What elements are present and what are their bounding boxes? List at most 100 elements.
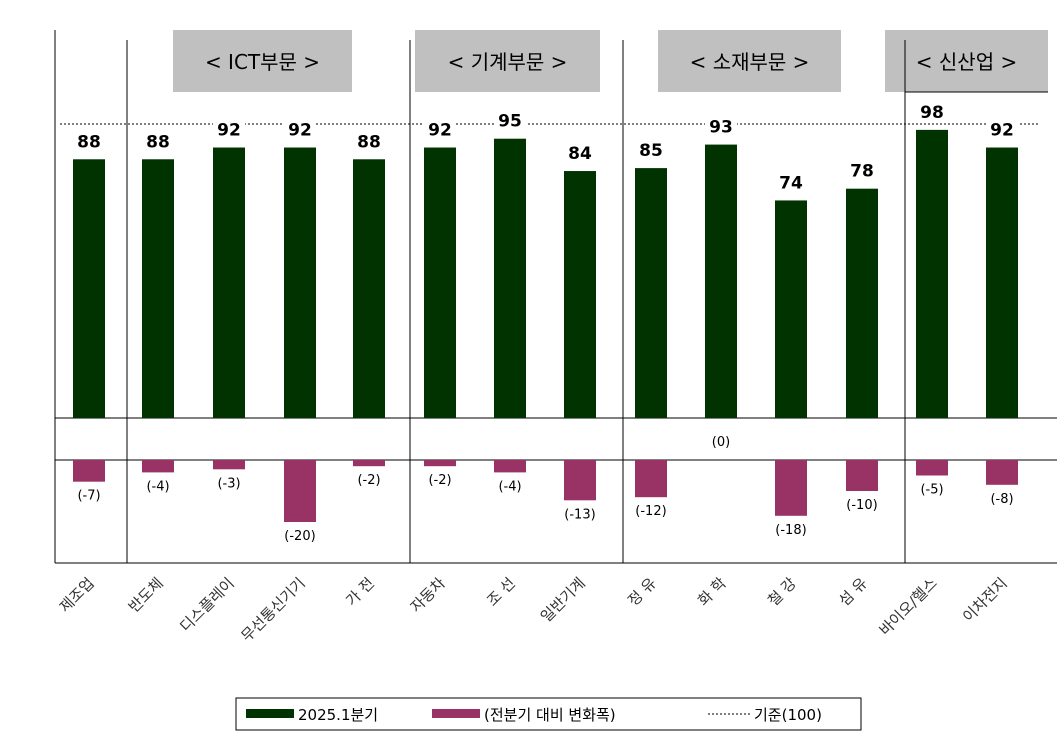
change-label: (-8) [990, 492, 1013, 507]
change-label: (-2) [357, 473, 380, 488]
change-label: (0) [712, 435, 730, 450]
bar-change [916, 460, 948, 476]
bar-2025-q1 [142, 159, 174, 418]
change-label: (-5) [920, 483, 943, 498]
value-label: 98 [920, 103, 944, 123]
bar-2025-q1 [284, 147, 316, 418]
value-label-bg [846, 160, 878, 181]
bar-change [846, 460, 878, 491]
category-label: 일반기계 [537, 574, 589, 626]
value-label-bg [564, 143, 596, 164]
category-label: 섬 유 [835, 574, 871, 610]
bars [73, 129, 1018, 522]
category-label: 정 유 [624, 574, 660, 610]
change-label: (-12) [635, 504, 666, 519]
value-label: 92 [217, 121, 241, 141]
bar-change [564, 460, 596, 501]
category-label: 바이오/헬스 [876, 574, 941, 639]
change-label: (-13) [564, 507, 595, 522]
bar-2025-q1 [494, 138, 526, 418]
bar-change [775, 460, 807, 516]
sector-header-label: < 소재부문 > [690, 50, 810, 74]
category-label: 철 강 [764, 574, 800, 610]
bar-2025-q1 [213, 147, 245, 418]
bar-2025-q1 [986, 147, 1018, 418]
category-label: 조 선 [483, 574, 519, 610]
legend-box [235, 697, 862, 731]
value-label: 93 [709, 118, 733, 138]
bar-2025-q1 [775, 200, 807, 418]
sector-headers: < ICT부문 > < 기계부문 > < 소재부문 > < 신산업 > [173, 30, 1048, 92]
plot-frame [54, 30, 1057, 564]
value-label: 92 [990, 121, 1014, 141]
sector-header-box [658, 30, 841, 92]
sector-header-label: < ICT부문 > [205, 50, 320, 74]
bar-change [424, 460, 456, 467]
legend-label-reference: 기준(100) [754, 706, 822, 724]
value-label: 85 [639, 141, 663, 161]
value-label: 88 [357, 132, 381, 152]
change-label: (-10) [846, 498, 877, 513]
value-label: 95 [498, 112, 522, 132]
value-label: 78 [850, 162, 874, 182]
change-label: (-4) [146, 479, 169, 494]
value-label-bg [986, 119, 1018, 140]
category-label: 반도체 [125, 574, 167, 616]
category-labels: 제조업 반도체 디스플레이 무선통신기기 가 전 자동차 조 선 일반기계 정 유 화 학 철 강 섬… [56, 574, 1011, 645]
legend-swatch-change [432, 709, 480, 718]
bar-2025-q1 [916, 129, 948, 418]
legend-label-2025: 2025.1분기 [298, 706, 378, 724]
value-label-bg [353, 131, 385, 152]
bar-2025-q1 [846, 188, 878, 418]
category-label: 무선통신기기 [238, 574, 309, 645]
bar-change [142, 460, 174, 473]
bar-change [494, 460, 526, 473]
value-label-bg [635, 140, 667, 161]
bar-change [284, 460, 316, 522]
bar-2025-q1 [353, 159, 385, 418]
change-label: (-3) [217, 476, 240, 491]
sector-header-label: < 기계부문 > [448, 50, 568, 74]
value-label-bg [213, 119, 245, 140]
value-label-bg [424, 119, 456, 140]
bar-change [73, 460, 105, 482]
value-label-bg [705, 116, 737, 137]
bar-2025-q1 [705, 144, 737, 418]
bar-change [986, 460, 1018, 485]
bar-change [213, 460, 245, 470]
value-label: 92 [288, 121, 312, 141]
bar-change [635, 460, 667, 498]
bar-2025-q1 [73, 159, 105, 418]
sector-header-box [885, 30, 1048, 92]
value-label: 74 [779, 173, 803, 193]
value-label: 84 [568, 144, 592, 164]
value-label-bg [494, 110, 526, 131]
value-label-bg [775, 172, 807, 193]
category-label: 가 전 [342, 574, 378, 610]
category-label: 제조업 [56, 574, 98, 616]
bar-2025-q1 [424, 147, 456, 418]
bar-change [353, 460, 385, 467]
value-label-bg [284, 119, 316, 140]
legend-label-change: (전분기 대비 변화폭) [484, 706, 616, 724]
sector-header-label: < 신산업 > [916, 50, 1017, 74]
value-label-bg [73, 131, 105, 152]
value-label: 88 [77, 132, 101, 152]
category-label: 화 학 [694, 574, 730, 610]
legend: 2025.1분기 (전분기 대비 변화폭) 기준(100) [235, 697, 862, 731]
change-label: (-2) [428, 473, 451, 488]
category-label: 이차전지 [959, 574, 1011, 626]
value-label-bg [916, 101, 948, 122]
value-label-bg [142, 131, 174, 152]
change-label: (-4) [498, 479, 521, 494]
value-label: 88 [146, 132, 170, 152]
value-label: 92 [428, 121, 452, 141]
category-label: 디스플레이 [176, 574, 238, 636]
change-label: (-18) [775, 523, 806, 538]
change-label: (-7) [77, 489, 100, 504]
sector-header-box [173, 30, 352, 92]
bar-2025-q1 [564, 171, 596, 418]
bar-labels: 88 88 92 92 88 92 95 84 85 93 74 78 98 92 (-7) (-4) (-3)… [73, 101, 1018, 544]
legend-swatch-2025 [246, 709, 294, 718]
